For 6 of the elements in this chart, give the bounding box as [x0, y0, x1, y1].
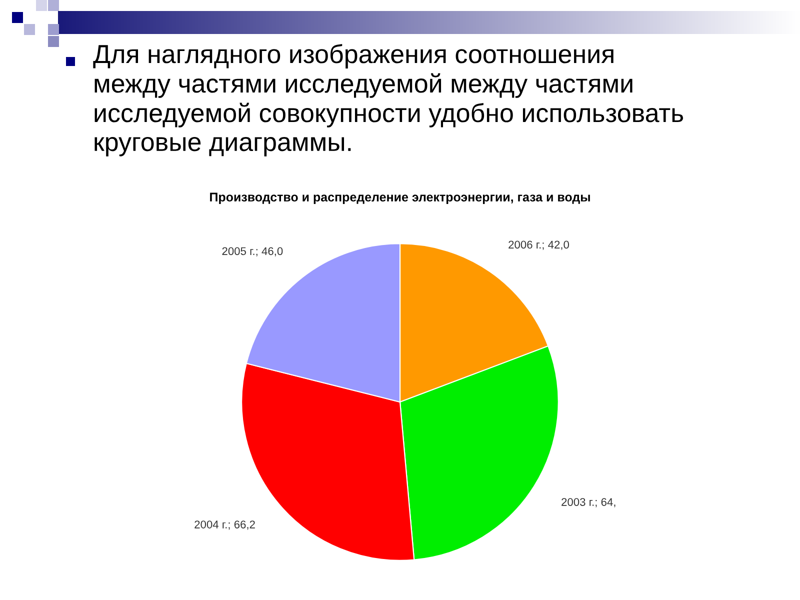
text: Для наглядного изображения соотношения между частями исследуемой между частями исследуемой совокупности удобно использовать круговые диаграммы.: [93, 44, 684, 156]
slice-label: 2003 г.; 64,: [562, 498, 616, 508]
slice-label: 2004 г.; 66,2: [194, 520, 255, 530]
chart-title: Производство и распределение электроэнергии, газа и воды: [210, 192, 590, 204]
slice-label: 2005 г.; 46,0: [222, 247, 283, 256]
slice-label: 2006 г.; 42,0: [508, 240, 570, 250]
